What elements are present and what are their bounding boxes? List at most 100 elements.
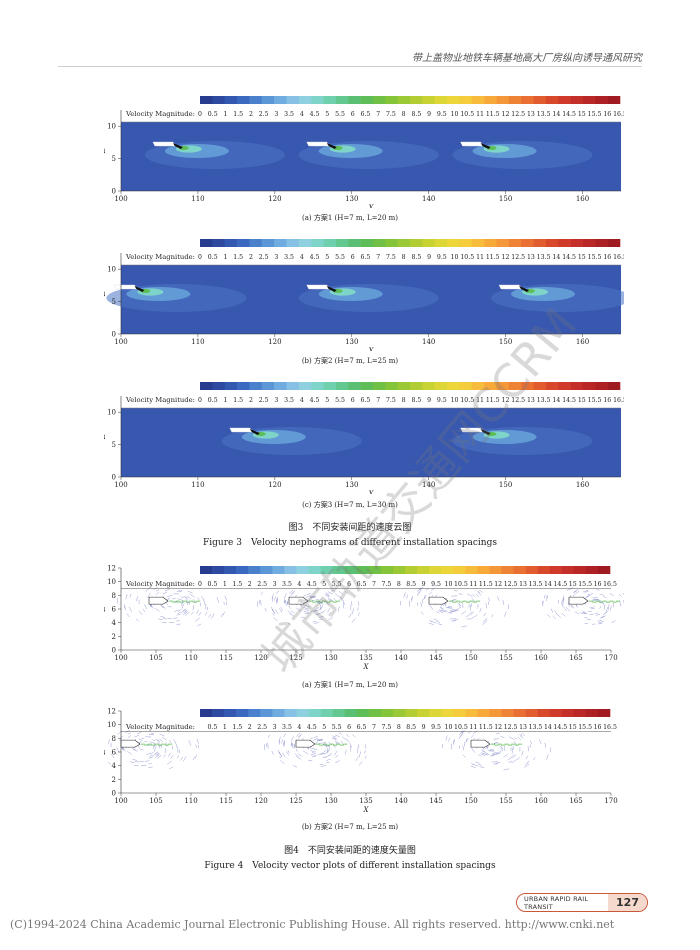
velocity-vector: [525, 755, 528, 760]
velocity-vector: [574, 611, 580, 615]
velocity-vector: [316, 601, 321, 605]
colorbar-swatch: [380, 566, 394, 574]
colorbar-swatch: [368, 566, 382, 574]
x-tick-label: 130: [345, 195, 358, 203]
velocity-vector: [276, 597, 278, 603]
legend-tick-label: 0.5: [208, 581, 218, 588]
velocity-vector: [297, 735, 301, 739]
fig3-caption-c: (c) 方案3 (H=7 m, L=30 m): [302, 501, 398, 509]
velocity-vector: [465, 614, 471, 618]
velocity-vector: [278, 749, 281, 755]
velocity-vector: [285, 600, 287, 606]
velocity-vector: [165, 742, 169, 747]
velocity-vector: [590, 608, 595, 610]
legend-tick-label: 1: [223, 581, 227, 588]
y-tick-label: 10: [107, 721, 116, 729]
legend-tick-label: 16.5: [603, 724, 617, 731]
colorbar-swatch: [471, 239, 485, 247]
velocity-vector: [125, 594, 128, 600]
velocity-vector: [561, 612, 566, 617]
velocity-vector: [462, 603, 464, 608]
legend-tick-label: 5.5: [332, 724, 342, 731]
colorbar-swatch: [573, 709, 587, 717]
legend-tick-label: 8.5: [406, 581, 416, 588]
velocity-vector: [197, 597, 200, 601]
velocity-vector: [460, 732, 464, 737]
velocity-vector: [127, 751, 132, 755]
legend-tick-label: 3.5: [282, 581, 292, 588]
legend-tick-label: 11.5: [486, 254, 500, 261]
journal-badge: URBAN RAPID RAIL TRANSIT 127: [516, 893, 648, 912]
colorbar-swatch: [249, 239, 263, 247]
colorbar-swatch: [368, 709, 382, 717]
velocity-vector: [310, 596, 316, 598]
colorbar-swatch: [200, 709, 213, 717]
velocity-vector: [430, 621, 437, 624]
velocity-vector: [597, 620, 602, 622]
velocity-vector: [140, 749, 144, 751]
velocity-vector: [408, 600, 411, 607]
velocity-vector: [153, 746, 155, 752]
velocity-vector: [175, 742, 178, 748]
legend-tick-label: 14: [544, 581, 552, 588]
velocity-vector: [176, 620, 180, 622]
velocity-vector: [193, 599, 197, 604]
velocity-vector: [183, 595, 188, 599]
running-header: 带上盖物业地铁车辆基地高大厂房纵向诱导通风研究: [412, 53, 642, 64]
velocity-vector: [597, 622, 603, 625]
velocity-vector: [609, 593, 614, 597]
velocity-vector: [340, 740, 344, 745]
colorbar-swatch: [585, 566, 599, 574]
legend-label: Velocity Magnitude:: [125, 396, 195, 404]
colorbar-swatch: [496, 382, 510, 390]
colorbar-swatch: [484, 96, 497, 104]
velocity-vector: [504, 746, 506, 751]
colorbar-swatch: [607, 96, 621, 104]
velocity-vector: [181, 602, 185, 606]
velocity-vector: [177, 598, 184, 601]
velocity-vector: [526, 760, 530, 764]
velocity-vector: [321, 599, 326, 603]
velocity-vector: [324, 754, 330, 758]
x-tick-label: 155: [499, 654, 512, 662]
legend-tick-label: 7: [376, 111, 380, 118]
x-tick-label: 115: [219, 797, 232, 805]
legend-tick-label: 4: [297, 581, 301, 588]
velocity-vector: [137, 732, 142, 734]
legend-tick-label: 9.5: [431, 581, 441, 588]
velocity-vector: [134, 761, 140, 763]
velocity-vector: [208, 613, 212, 618]
velocity-vector: [411, 595, 413, 601]
velocity-vector: [601, 615, 606, 618]
velocity-vector: [184, 609, 188, 613]
velocity-vector: [306, 595, 311, 598]
fan-nozzle: [172, 143, 183, 149]
x-tick-label: 100: [114, 654, 127, 662]
colorbar-swatch: [489, 709, 502, 717]
velocity-vector: [338, 732, 342, 735]
legend-tick-label: 15: [569, 724, 577, 731]
vector-field: [117, 586, 624, 628]
velocity-vector: [500, 736, 505, 738]
fan-nozzle: [326, 143, 337, 149]
velocity-vector: [110, 753, 115, 758]
fan-body: [568, 596, 589, 605]
velocity-vector: [406, 594, 408, 599]
legend-tick-label: 6.5: [361, 397, 371, 404]
colorbar-swatch: [405, 566, 418, 574]
colorbar-swatch: [311, 96, 324, 104]
velocity-vector: [317, 607, 322, 612]
velocity-vector: [144, 604, 148, 610]
colorbar-swatch: [521, 382, 534, 390]
velocity-vector: [477, 592, 482, 596]
legend-tick-label: 6: [351, 254, 355, 261]
velocity-vector: [271, 750, 274, 755]
velocity-vector: [509, 736, 515, 740]
velocity-vector: [461, 610, 467, 615]
colorbar-swatch: [385, 382, 398, 390]
velocity-field: [121, 408, 621, 477]
velocity-vector: [257, 601, 259, 607]
x-tick-label: 110: [191, 195, 204, 203]
velocity-vector: [470, 611, 474, 616]
colorbar-swatch: [298, 239, 312, 247]
